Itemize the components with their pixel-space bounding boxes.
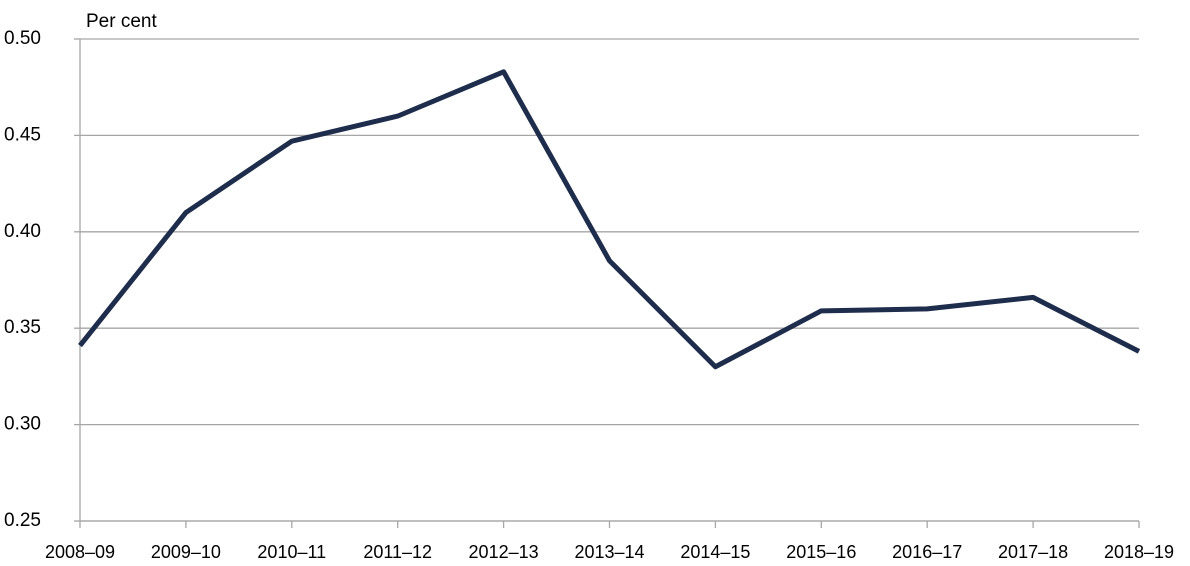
x-tick-label: 2014–15 [680,542,750,562]
data-line [78,69,1141,370]
x-tick-label: 2009–10 [151,542,221,562]
y-tick-label: 0.25 [4,510,41,531]
y-tick-label: 0.35 [4,317,41,338]
x-tick-label: 2017–18 [998,542,1068,562]
y-tick-label: 0.45 [4,124,41,145]
x-tick-label: 2012–13 [469,542,539,562]
x-tick-label: 2015–16 [786,542,856,562]
x-tick-label: 2010–11 [257,542,326,562]
x-tick-label: 2018–19 [1104,542,1174,562]
y-tick-label: 0.30 [4,414,41,435]
x-tick-label: 2008–09 [45,542,115,562]
x-tick-label: 2016–17 [892,542,962,562]
x-tick-label: 2013–14 [574,542,644,562]
y-tick-label: 0.40 [4,221,41,242]
y-axis-title: Per cent [86,11,157,32]
y-tick-label: 0.50 [4,28,41,49]
x-tick-label: 2011–12 [363,542,432,562]
